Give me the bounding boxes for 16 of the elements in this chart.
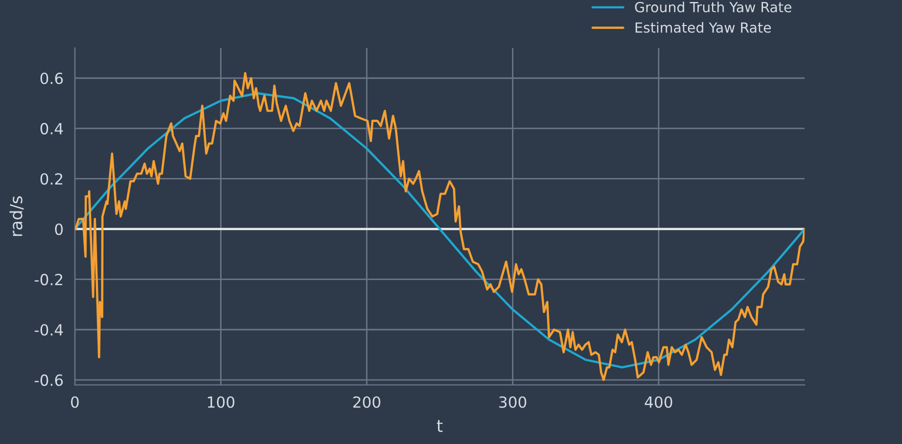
y-tick-label: 0.2 (40, 173, 62, 185)
y-tick-label: -0.6 (34, 374, 63, 386)
y-tick-label: -0.2 (34, 274, 62, 286)
y-tick-label: -0.4 (34, 324, 63, 336)
x-tick-label: 300 (499, 396, 526, 408)
legend-label: Ground Truth Yaw Rate (635, 2, 792, 12)
y-tick-label: 0 (55, 223, 63, 236)
legend-label: Estimated Yaw Rate (636, 22, 771, 33)
y-tick-label: 0.4 (40, 122, 63, 134)
x-tick-label: 200 (353, 396, 380, 408)
x-tick-label: 0 (71, 396, 79, 408)
y-tick-label: 0.6 (40, 72, 63, 84)
y-axis-title: rad/s (9, 196, 24, 236)
x-tick-label: 100 (208, 396, 234, 408)
x-axis-title: t (436, 420, 443, 432)
x-tick-label: 400 (644, 396, 672, 408)
